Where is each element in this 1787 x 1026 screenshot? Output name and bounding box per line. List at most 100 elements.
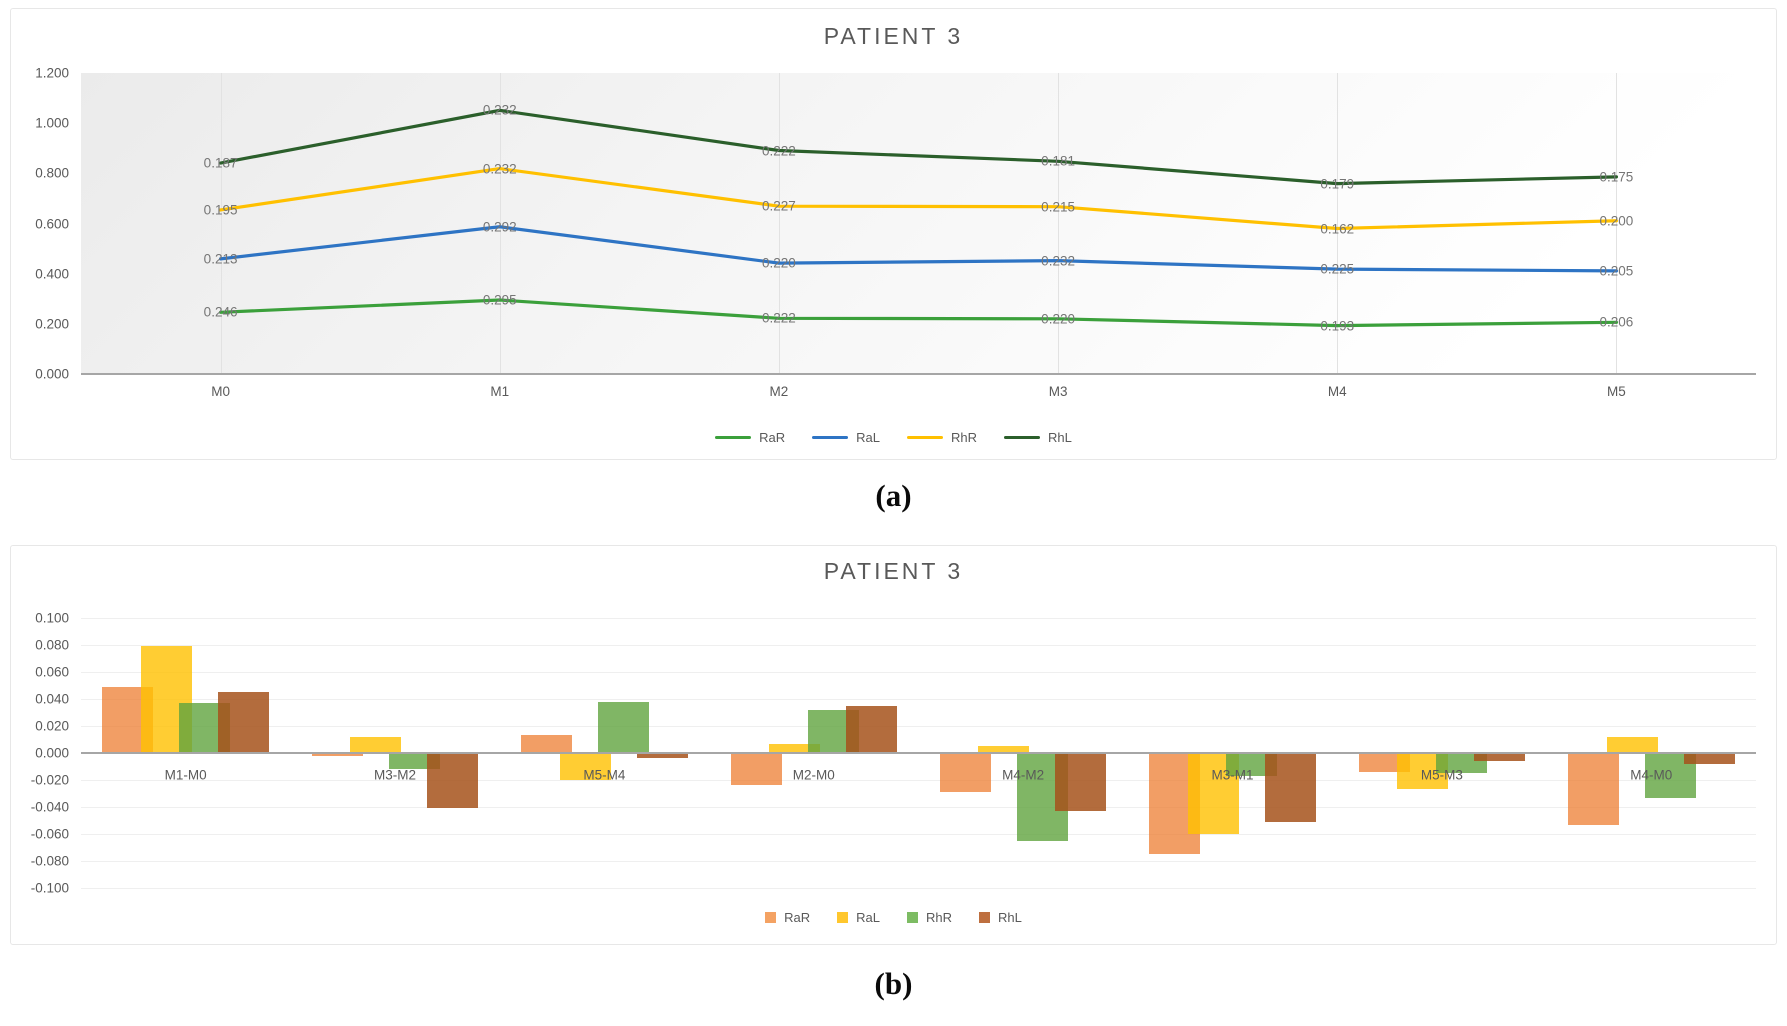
bar-rhl xyxy=(1474,753,1526,762)
legend-item-rhr: RhR xyxy=(907,430,977,445)
bar-rar xyxy=(730,753,782,786)
legend-item-rhl: RhL xyxy=(1004,430,1072,445)
legend-label: RaL xyxy=(856,430,880,445)
legend-square-swatch xyxy=(837,912,849,923)
vertical-gridline xyxy=(1337,73,1339,374)
horizontal-gridline xyxy=(81,672,1756,673)
series-line-rar xyxy=(218,298,1619,328)
chart-a-panel: PATIENT 3 1.200 1.000 0.800 0.600 0.400 0.200… xyxy=(10,8,1777,460)
bar-rhl xyxy=(217,692,269,753)
line-series-canvas xyxy=(218,108,1619,328)
horizontal-gridline xyxy=(81,780,1756,781)
category-label: M3-M1 xyxy=(1211,767,1254,783)
chart-a-legend: RaR RaL RhR RhL xyxy=(11,430,1776,445)
data-label-rhr: 0.232 xyxy=(482,161,517,177)
vertical-gridline xyxy=(778,73,780,374)
bar-rhl xyxy=(1264,753,1316,822)
chart-a-title: PATIENT 3 xyxy=(823,23,964,49)
data-label-rhl: 0.175 xyxy=(1599,169,1634,185)
category-label: M4-M0 xyxy=(1630,767,1673,783)
x-axis-line xyxy=(81,373,1756,375)
x-axis-label: M1 xyxy=(490,384,510,399)
category-label: M3-M2 xyxy=(374,767,417,783)
y-tick-label: 0.100 xyxy=(35,610,69,626)
legend-label: RaL xyxy=(856,910,880,925)
legend-label: RhL xyxy=(1048,430,1072,445)
bar-rhl xyxy=(846,705,898,753)
y-tick-label: 0.000 xyxy=(35,366,69,382)
bar-rhr xyxy=(598,701,650,753)
legend-item-ral: RaL xyxy=(812,430,880,445)
legend-label: RaR xyxy=(784,910,811,925)
data-label-rar: 0.222 xyxy=(762,310,796,326)
x-axis-label: M2 xyxy=(769,384,789,399)
y-tick-label: 0.800 xyxy=(35,165,69,181)
y-tick-label: 0.600 xyxy=(35,216,69,231)
y-tick-label: 0.000 xyxy=(35,745,69,761)
horizontal-gridline xyxy=(81,807,1756,808)
bar-rar xyxy=(1358,753,1410,772)
data-label-ral: 0.213 xyxy=(203,251,238,267)
legend-item-rar: RaR xyxy=(715,430,785,445)
legend-label: RhR xyxy=(951,430,978,445)
horizontal-gridline xyxy=(81,861,1756,862)
horizontal-gridline xyxy=(81,888,1756,889)
x-axis-label: M5 xyxy=(1607,384,1626,399)
bar-rhr xyxy=(1435,753,1487,774)
x-axis-label: M0 xyxy=(211,384,230,399)
legend-item-rhr: RhR xyxy=(907,910,952,925)
x-axis-label: M4 xyxy=(1327,384,1347,399)
legend-item-rhl: RhL xyxy=(979,910,1022,925)
legend-line-swatch xyxy=(812,435,849,440)
vertical-gridline xyxy=(1058,73,1060,374)
legend-label: RaR xyxy=(759,430,786,445)
bar-rar xyxy=(521,735,573,753)
legend-label: RhL xyxy=(998,910,1022,925)
category-label: M5-M4 xyxy=(583,767,626,783)
y-tick-label: 0.060 xyxy=(35,664,69,680)
series-line-ral xyxy=(218,225,1619,273)
y-tick-label: 0.400 xyxy=(35,266,69,282)
bar-rar xyxy=(311,753,363,756)
horizontal-gridline xyxy=(81,699,1756,700)
data-label-ral: 0.232 xyxy=(1041,253,1075,269)
data-label-rhl: 0.179 xyxy=(1320,176,1355,192)
y-tick-label: 0.080 xyxy=(35,637,69,653)
data-label-rhr: 0.195 xyxy=(203,202,238,218)
bar-rhr xyxy=(388,753,440,770)
data-label-rar: 0.220 xyxy=(1041,311,1075,327)
y-tick-label: 1.200 xyxy=(35,65,69,81)
x-axis-label: M3 xyxy=(1048,384,1068,399)
data-label-rhl: 0.181 xyxy=(1041,153,1075,169)
legend-label: RhR xyxy=(926,910,953,925)
bar-rar xyxy=(1568,753,1620,825)
bar-ral xyxy=(769,743,821,753)
vertical-gridline xyxy=(499,73,501,374)
data-label-rhr: 0.215 xyxy=(1041,199,1075,215)
data-label-rhr: 0.162 xyxy=(1320,221,1355,237)
data-label-rhr: 0.227 xyxy=(762,198,796,214)
y-tick-label: 1.000 xyxy=(35,115,69,131)
data-label-rar: 0.193 xyxy=(1320,318,1355,334)
bar-ral xyxy=(350,736,402,753)
data-label-ral: 0.225 xyxy=(1320,261,1355,277)
data-label-rar: 0.246 xyxy=(203,304,238,320)
chart-b-title: PATIENT 3 xyxy=(823,558,964,584)
horizontal-gridline xyxy=(81,645,1756,646)
y-tick-label: -0.060 xyxy=(30,826,69,842)
bar-rar xyxy=(939,753,991,793)
bar-rhl xyxy=(636,753,688,759)
chart-b-legend: RaR RaL RhR RhL xyxy=(11,910,1776,925)
bar-rhl xyxy=(1683,753,1735,764)
category-label: M5-M3 xyxy=(1420,767,1463,783)
bar-rhl xyxy=(1055,753,1107,812)
y-tick-label: -0.100 xyxy=(30,880,69,896)
series-line-rhl xyxy=(218,108,1619,186)
category-label: M2-M0 xyxy=(792,767,835,783)
data-label-rar: 0.295 xyxy=(482,292,517,308)
horizontal-gridline xyxy=(81,834,1756,835)
bar-ral xyxy=(559,753,611,780)
data-label-ral: 0.205 xyxy=(1599,263,1634,279)
legend-square-swatch xyxy=(907,912,918,923)
legend-line-swatch xyxy=(907,435,943,440)
